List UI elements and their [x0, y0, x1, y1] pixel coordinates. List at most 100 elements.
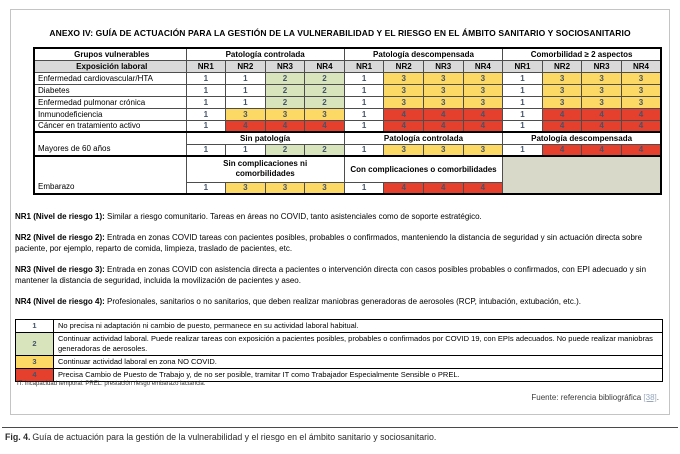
risk-cell: 4 [620, 107, 662, 121]
column-group-header: Patología descompensada [343, 47, 504, 61]
risk-cell: 1 [502, 119, 543, 133]
vulnerability-table: Grupos vulnerables Patología controlada Pa… [33, 47, 662, 195]
risk-cell: 3 [422, 143, 464, 157]
nr-header-cell: NR4 [304, 59, 345, 73]
risk-level-definitions: NR1 (Nivel de riesgo 1): Similar a riesg… [15, 211, 665, 317]
table-row: Cáncer en tratamiento activo 1 4 4 4 1 4 4 4 1 4 4 4 [33, 119, 662, 133]
risk-cell: 1 [343, 95, 385, 109]
table-row: Enfermedad cardiovascular/HTA 1 1 2 2 1 3 3 3 1 3 3… [33, 71, 662, 85]
risk-cell: 1 [502, 71, 543, 85]
risk-cell: 3 [620, 95, 662, 109]
risk-cell: 4 [383, 119, 424, 133]
subgroup-header-row: Mayores de 60 años Sin patología Patología… [33, 131, 662, 157]
risk-cell: 3 [581, 71, 622, 85]
risk-cell: 2 [264, 71, 306, 85]
risk-cell: 1 [343, 83, 385, 97]
risk-cell: 2 [264, 143, 306, 157]
nr-header-cell: NR3 [422, 59, 464, 73]
risk-cell: 4 [541, 143, 583, 157]
risk-cell: 4 [462, 107, 504, 121]
nr-header-cell: NR1 [343, 59, 385, 73]
risk-cell: 3 [462, 95, 504, 109]
vulnerability-table-body: Grupos vulnerables Patología controlada Pa… [33, 47, 662, 195]
subgroup-header-cell: Sin complicaciones ni comorbilidades [185, 155, 345, 183]
risk-cell: 3 [264, 181, 306, 195]
disease-label: Inmunodeficiencia [33, 107, 187, 121]
risk-cell: 4 [304, 119, 345, 133]
source-suffix: . [656, 393, 659, 402]
risk-cell: 3 [462, 71, 504, 85]
risk-cell: 3 [383, 71, 424, 85]
risk-cell: 3 [422, 71, 464, 85]
nr-header-cell: NR2 [541, 59, 583, 73]
reference-link[interactable]: [38] [643, 393, 657, 402]
risk-cell: 4 [541, 107, 583, 121]
risk-cell: 3 [581, 83, 622, 97]
risk-cell: 4 [225, 119, 266, 133]
risk-cell: 1 [343, 181, 385, 195]
risk-cell: 1 [225, 71, 266, 85]
caption-divider [2, 427, 678, 428]
risk-cell: 4 [383, 107, 424, 121]
subgroup-header-cell: Patología controlada [343, 131, 504, 145]
risk-cell: 1 [502, 83, 543, 97]
risk-cell: 4 [462, 181, 504, 195]
risk-cell: 3 [422, 83, 464, 97]
group-label: Mayores de 60 años [33, 131, 187, 157]
nr3-label: NR3 (Nivel de riesgo 3): [15, 265, 105, 274]
risk-cell: 4 [620, 143, 662, 157]
nr2-label: NR2 (Nivel de riesgo 2): [15, 233, 105, 242]
risk-cell: 4 [422, 181, 464, 195]
risk-cell: 3 [304, 107, 345, 121]
risk-cell: 1 [343, 143, 385, 157]
risk-cell: 4 [383, 181, 424, 195]
nr2-definition: NR2 (Nivel de riesgo 2): Entrada en zona… [15, 232, 665, 254]
risk-cell: 1 [343, 71, 385, 85]
risk-cell: 1 [343, 119, 385, 133]
risk-cell: 2 [264, 83, 306, 97]
table-header-row: Grupos vulnerables Patología controlada Pa… [33, 47, 662, 61]
figure-frame: ANEXO IV: GUÍA DE ACTUACIÓN PARA LA GEST… [10, 9, 670, 415]
nr-header-row: Exposición laboral NR1 NR2 NR3 NR4 NR1 NR2 NR3 N… [33, 59, 662, 73]
source-line: Fuente: referencia bibliográfica [38]. [531, 393, 659, 402]
risk-cell: 3 [304, 181, 345, 195]
risk-cell: 3 [462, 143, 504, 157]
risk-cell: 1 [185, 143, 227, 157]
legend-level-cell: 4 [15, 368, 54, 382]
risk-cell: 2 [304, 71, 345, 85]
nr4-label: NR4 (Nivel de riesgo 4): [15, 297, 105, 306]
risk-cell: 2 [304, 143, 345, 157]
risk-cell: 1 [502, 95, 543, 109]
legend-level-cell: 1 [15, 319, 54, 333]
subgroup-header-cell: Patología descompensada [502, 131, 662, 145]
nr1-label: NR1 (Nivel de riesgo 1): [15, 212, 105, 221]
risk-cell: 4 [264, 119, 306, 133]
risk-cell: 3 [383, 83, 424, 97]
risk-cell: 1 [185, 83, 227, 97]
abbreviations-footnote: IT: incapacidad temporal. PREL: prestaci… [17, 381, 206, 387]
risk-cell: 3 [225, 181, 266, 195]
nr-header-cell: NR3 [264, 59, 306, 73]
column-group-header: Patología controlada [185, 47, 345, 61]
disease-label: Cáncer en tratamiento activo [33, 119, 187, 133]
risk-cell: 4 [422, 119, 464, 133]
risk-cell: 1 [185, 95, 227, 109]
risk-cell: 1 [185, 107, 227, 121]
legend-row: 2 Continuar actividad laboral. Puede real… [15, 332, 663, 356]
risk-cell: 4 [581, 143, 622, 157]
legend-row: 4 Precisa Cambio de Puesto de Trabajo y, … [15, 368, 663, 382]
risk-cell: 1 [185, 181, 227, 195]
legend-row: 1 No precisa ni adaptación ni cambio de p… [15, 319, 663, 333]
nr4-text: Profesionales, sanitarios o no sanitario… [107, 297, 581, 306]
risk-cell: 2 [304, 95, 345, 109]
risk-cell: 3 [541, 83, 583, 97]
risk-cell: 4 [462, 119, 504, 133]
subgroup-header-row: Embarazo Sin complicaciones ni comorbilid… [33, 155, 662, 195]
risk-cell: 1 [225, 143, 266, 157]
legend-text-cell: No precisa ni adaptación ni cambio de pu… [53, 319, 663, 333]
disease-label: Diabetes [33, 83, 187, 97]
risk-legend-body: 1 No precisa ni adaptación ni cambio de p… [15, 319, 663, 382]
nr3-definition: NR3 (Nivel de riesgo 3): Entrada en zona… [15, 264, 665, 286]
risk-cell: 4 [581, 119, 622, 133]
